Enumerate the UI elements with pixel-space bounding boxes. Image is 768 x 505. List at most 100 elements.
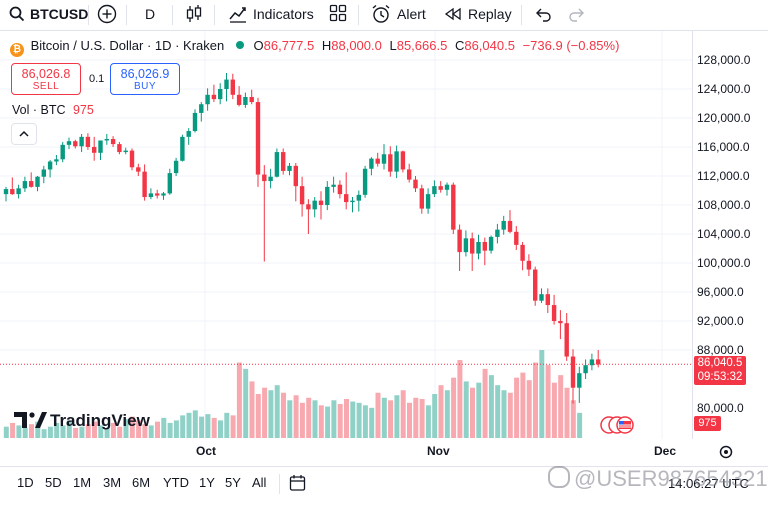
interval-button[interactable]: D xyxy=(145,6,156,22)
candle xyxy=(344,172,349,210)
utc-clock[interactable]: 14:06:27 UTC xyxy=(668,476,749,491)
volume-bar xyxy=(117,426,123,438)
candle xyxy=(470,232,475,271)
candle xyxy=(236,86,242,107)
candle xyxy=(381,144,387,170)
candle-body xyxy=(161,193,166,196)
chart-settings-gear-icon[interactable] xyxy=(718,444,734,465)
volume-bar xyxy=(29,424,34,438)
replay-icon[interactable] xyxy=(444,4,462,29)
candle xyxy=(564,313,569,361)
candle xyxy=(501,215,506,235)
candle-body xyxy=(337,184,343,195)
candle xyxy=(186,128,191,145)
range-1d[interactable]: 1D xyxy=(17,475,34,490)
price-tick-label: 120,000.0 xyxy=(697,111,751,125)
volume-bar xyxy=(85,424,91,438)
candle xyxy=(337,180,343,199)
candle xyxy=(47,160,53,178)
candle xyxy=(507,210,513,234)
candle xyxy=(438,181,443,193)
volume-bar xyxy=(570,400,576,438)
volume-bar xyxy=(470,387,475,438)
volume-bar xyxy=(419,399,425,438)
alert-button[interactable]: Alert xyxy=(397,6,426,22)
range-5d[interactable]: 5D xyxy=(45,475,62,490)
candle xyxy=(230,73,235,100)
collapse-legend-button[interactable] xyxy=(11,123,37,145)
volume-bar xyxy=(66,420,72,438)
events-flag-icon[interactable] xyxy=(600,416,634,434)
indicators-icon[interactable] xyxy=(228,4,248,29)
symbol-label[interactable]: BTCUSD xyxy=(30,6,89,22)
range-3m[interactable]: 3M xyxy=(103,475,122,490)
candle-body xyxy=(60,144,65,160)
volume-bar xyxy=(482,368,488,438)
candle xyxy=(306,199,311,234)
undo-icon[interactable] xyxy=(534,4,552,29)
volume-bar xyxy=(356,402,362,438)
volume-bar xyxy=(545,365,551,438)
alarm-clock-icon[interactable] xyxy=(371,4,391,29)
candle xyxy=(482,237,487,266)
volume-legend: Vol · BTC 975 xyxy=(12,103,94,117)
candle xyxy=(129,148,135,171)
layout-grid-icon[interactable] xyxy=(329,4,347,27)
range-6m[interactable]: 6M xyxy=(132,475,151,490)
date-range-calendar-icon[interactable] xyxy=(289,474,307,497)
candle-body xyxy=(344,194,349,203)
candle-body xyxy=(312,200,317,210)
redo-icon[interactable] xyxy=(568,4,586,29)
volume-bar xyxy=(10,422,16,438)
close-key: C xyxy=(454,38,465,53)
high-key: H xyxy=(321,38,332,53)
buy-button[interactable]: 86,026.9 BUY xyxy=(110,63,180,95)
volume-bar xyxy=(98,425,104,438)
replay-button[interactable]: Replay xyxy=(468,6,512,22)
candle xyxy=(192,109,198,133)
volume-bar xyxy=(425,405,431,438)
candle-body xyxy=(596,359,601,365)
search-icon[interactable] xyxy=(9,6,25,27)
volume-bar xyxy=(558,375,564,438)
candle xyxy=(54,154,59,166)
candle-body xyxy=(381,154,387,164)
volume-bar xyxy=(501,390,507,438)
indicators-button[interactable]: Indicators xyxy=(253,6,314,22)
candle xyxy=(98,140,103,161)
volume-bar xyxy=(438,385,444,438)
candle xyxy=(596,350,601,368)
logo-text: TradingView xyxy=(50,411,151,430)
open-key: O xyxy=(253,38,264,53)
candlestick-chart-type-icon[interactable] xyxy=(185,4,203,29)
candle-body xyxy=(29,181,34,187)
candle-body xyxy=(22,181,28,189)
candle-body xyxy=(249,96,254,103)
candle xyxy=(362,165,368,198)
range-1y[interactable]: 1Y xyxy=(199,475,215,490)
candle-body xyxy=(325,186,330,205)
price-tick-label: 116,000.0 xyxy=(697,140,750,154)
volume-bar xyxy=(167,422,173,438)
volume-bar xyxy=(388,400,394,438)
range-ytd[interactable]: YTD xyxy=(163,475,189,490)
candle-body xyxy=(488,236,494,251)
price-chart[interactable] xyxy=(0,31,692,439)
add-symbol-icon[interactable] xyxy=(97,4,117,29)
candle-body xyxy=(79,136,84,147)
candle-body xyxy=(299,186,305,205)
range-5y[interactable]: 5Y xyxy=(225,475,241,490)
candle-body xyxy=(205,94,210,105)
change-value: −736.9 (−0.85%) xyxy=(522,38,620,53)
range-1m[interactable]: 1M xyxy=(73,475,92,490)
candle-body xyxy=(192,112,198,132)
candle xyxy=(558,310,563,340)
candle-body xyxy=(180,136,185,161)
volume-bar xyxy=(337,404,343,438)
volume-legend-value: 975 xyxy=(72,103,94,117)
candle xyxy=(136,163,141,176)
range-all[interactable]: All xyxy=(252,475,267,490)
candle-body xyxy=(199,104,204,113)
chart-legend: ₿ Bitcoin / U.S. Dollar · 1D · Kraken O8… xyxy=(10,38,619,58)
sell-button[interactable]: 86,026.8 SELL xyxy=(11,63,81,95)
